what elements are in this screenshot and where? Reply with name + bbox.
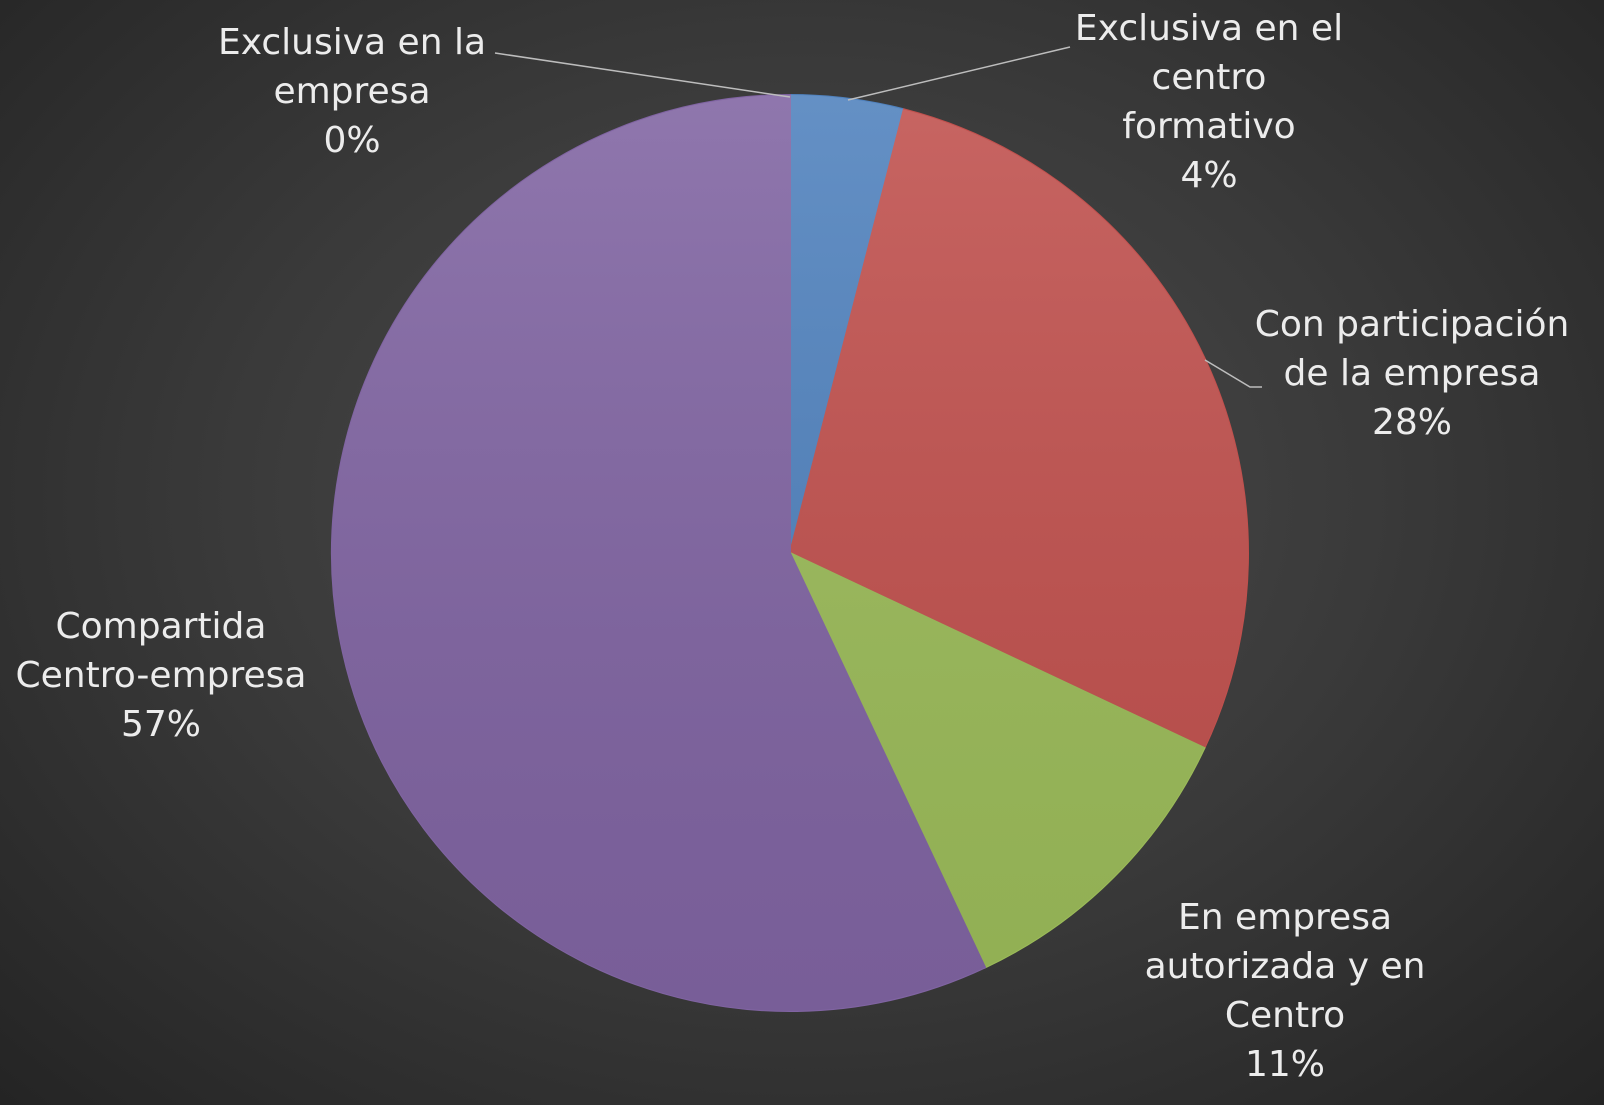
data-label: Exclusiva en el centro formativo 4% <box>1064 4 1354 200</box>
value-label: 57% <box>120 704 201 745</box>
data-label: Exclusiva en la empresa 0% <box>202 18 502 165</box>
leader-line <box>1204 359 1262 388</box>
pie <box>331 93 1249 1012</box>
value-label: 28% <box>1371 402 1452 443</box>
category-label: Con participación de la empresa <box>1254 304 1570 394</box>
leader-line <box>494 52 791 98</box>
category-label: Exclusiva en el centro formativo <box>1074 8 1344 147</box>
category-label: En empresa autorizada y en Centro <box>1144 897 1426 1036</box>
data-label: Compartida Centro-empresa 57% <box>1 602 321 749</box>
data-label: En empresa autorizada y en Centro 11% <box>1125 893 1445 1089</box>
leader-line <box>847 46 1071 101</box>
value-label: 0% <box>323 120 381 161</box>
category-label: Exclusiva en la empresa <box>217 22 487 112</box>
category-label: Compartida Centro-empresa <box>15 606 307 696</box>
value-label: 4% <box>1180 155 1238 196</box>
value-label: 11% <box>1244 1044 1325 1085</box>
data-label: Con participación de la empresa 28% <box>1247 300 1577 447</box>
